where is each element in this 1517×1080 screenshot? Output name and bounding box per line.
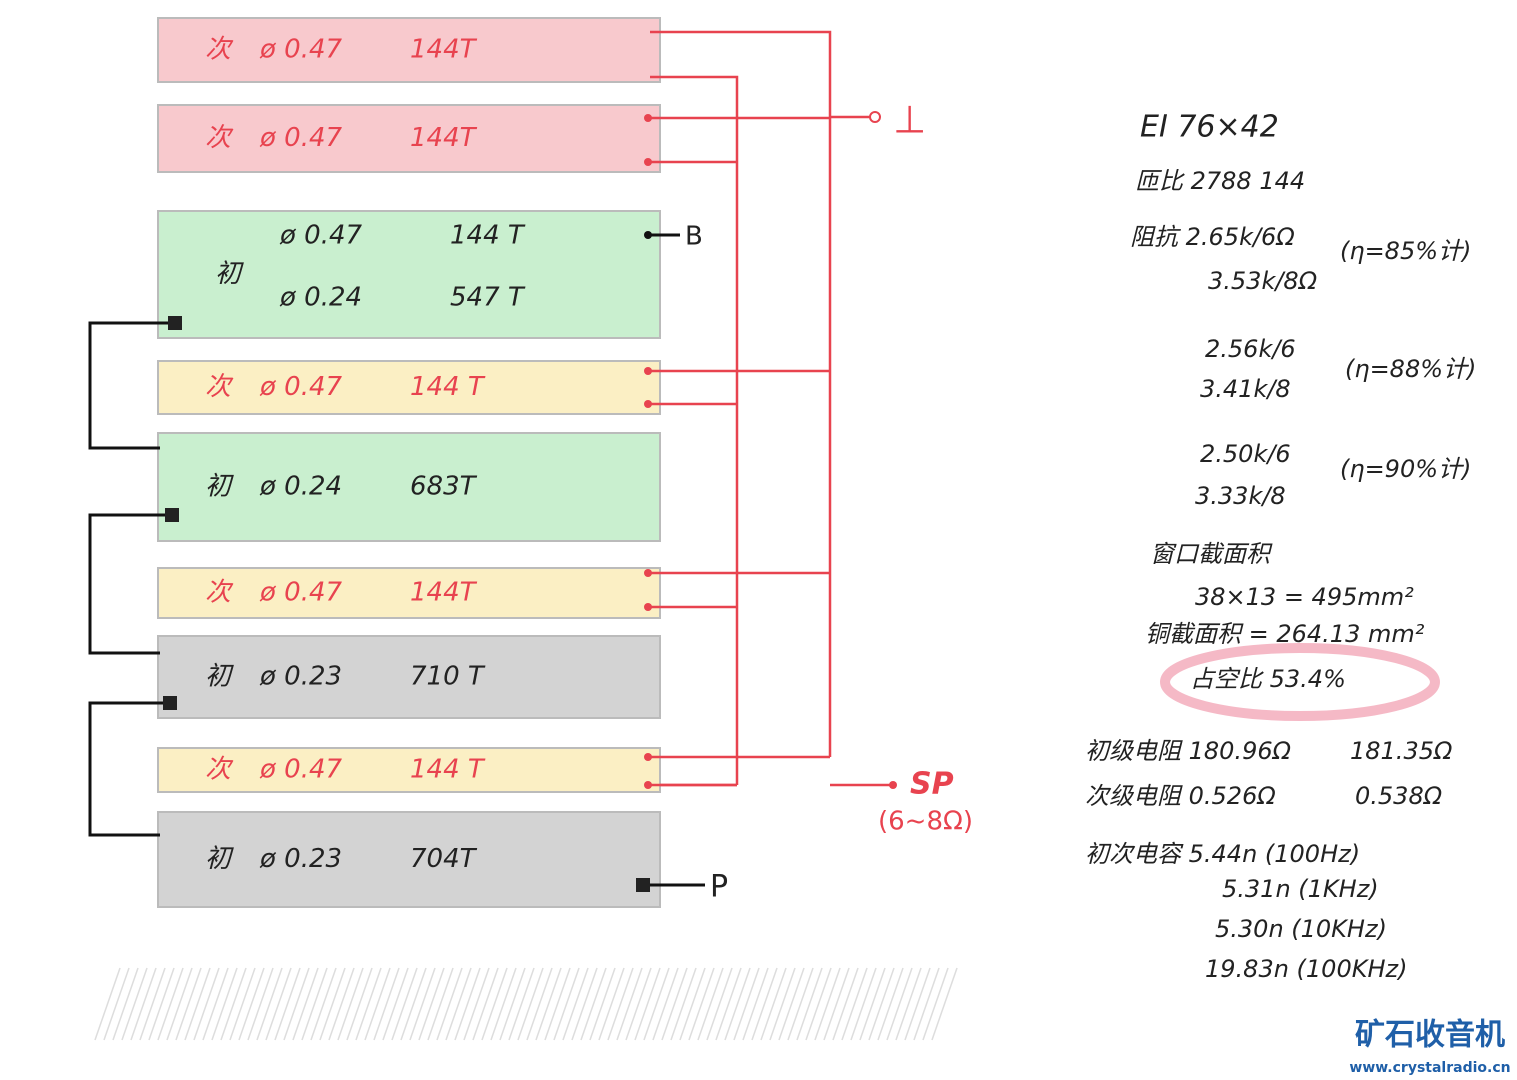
winding-wire: ø 0.23 (259, 844, 342, 874)
ground-hatch (94, 967, 958, 1041)
winding-kind: 次 (205, 578, 234, 608)
winding-kind: 初 (205, 662, 234, 692)
winding-turns: 144 T (450, 221, 526, 251)
wire-black (88, 701, 170, 837)
winding-kind: 次 (205, 123, 234, 153)
note: 3.33k/8 (1195, 482, 1286, 510)
tap (644, 231, 652, 239)
tap (644, 158, 652, 166)
winding-box (157, 635, 661, 719)
wire-red (650, 75, 739, 785)
winding-turns: 704T (410, 844, 478, 874)
winding-box (157, 432, 661, 542)
winding-box (157, 360, 661, 415)
winding-box (157, 17, 661, 83)
note: 窗口截面积 (1150, 540, 1273, 568)
winding-kind: 次 (205, 755, 234, 785)
winding-wire: ø 0.47 (259, 123, 343, 153)
terminal-pad (168, 316, 182, 330)
wire-black (88, 513, 172, 655)
terminal (889, 781, 897, 789)
note: (η=85%计) (1340, 237, 1471, 265)
note: EI 76×42 (1140, 110, 1279, 145)
winding-box (157, 747, 661, 793)
tap (644, 753, 652, 761)
terminal-pad (165, 508, 179, 522)
note: 5.31n (1KHz) (1222, 875, 1379, 903)
tap (644, 114, 652, 122)
note: 次级电阻 0.526Ω (1085, 782, 1276, 810)
note: 初次电容 5.44n (100Hz) (1085, 840, 1360, 868)
note: 铜截面积 = 264.13 mm² (1145, 620, 1425, 648)
winding-wire: ø 0.47 (259, 372, 343, 402)
note: (η=90%计) (1340, 455, 1471, 483)
note: (η=88%计) (1345, 355, 1476, 383)
terminal (869, 111, 881, 123)
tap (644, 400, 652, 408)
winding-wire: ø 0.47 (259, 35, 343, 65)
ground-label: ⊥ (893, 98, 926, 142)
b-label: B (685, 222, 703, 252)
winding-turns: 144 T (410, 755, 486, 785)
winding-box (157, 567, 661, 619)
winding-turns: 683T (410, 472, 478, 502)
tap (644, 603, 652, 611)
winding-wire: ø 0.23 (259, 662, 342, 692)
sp-label: SP (910, 767, 954, 802)
winding-kind: 初 (205, 472, 234, 502)
winding-kind: 次 (205, 35, 234, 65)
terminal-pad (163, 696, 177, 710)
winding-turns: 547 T (450, 283, 526, 313)
winding-turns: 144T (410, 578, 478, 608)
winding-box (157, 210, 661, 339)
highlight-ellipse (1160, 643, 1440, 721)
note: 3.41k/8 (1200, 375, 1291, 403)
winding-kind: 初 (215, 259, 244, 289)
tap (644, 367, 652, 375)
winding-wire: ø 0.24 (259, 472, 342, 502)
note: 占空比 53.4% (1190, 665, 1346, 693)
winding-turns: 144T (410, 123, 478, 153)
winding-wire: ø 0.47 (259, 755, 343, 785)
watermark: 矿石收音机 (1355, 1018, 1505, 1053)
note: 匝比 2788 144 (1135, 167, 1305, 195)
terminal-pad (636, 878, 650, 892)
note: 阻抗 2.65k/6Ω (1130, 223, 1295, 251)
note: 0.538Ω (1355, 782, 1443, 810)
winding-kind: 初 (205, 844, 234, 874)
note: 初级电阻 180.96Ω (1085, 737, 1292, 765)
note: 2.56k/6 (1205, 335, 1296, 363)
note: 3.53k/8Ω (1208, 267, 1318, 295)
winding-wire: ø 0.47 (279, 221, 363, 251)
note: 181.35Ω (1350, 737, 1453, 765)
sp-note: (6~8Ω) (878, 807, 973, 837)
winding-wire: ø 0.47 (259, 578, 343, 608)
winding-wire: ø 0.24 (279, 283, 362, 313)
winding-box (157, 811, 661, 908)
winding-box (157, 104, 661, 173)
tap (644, 569, 652, 577)
winding-turns: 144 T (410, 372, 486, 402)
p-label: P (710, 870, 728, 905)
note: 5.30n (10KHz) (1215, 915, 1387, 943)
winding-kind: 次 (205, 372, 234, 402)
tap (644, 781, 652, 789)
note: 19.83n (100KHz) (1205, 955, 1407, 983)
wire-black (88, 321, 175, 450)
winding-turns: 144T (410, 35, 478, 65)
note: 38×13 = 495mm² (1195, 583, 1414, 611)
watermark-url: www.crystalradio.cn (1349, 1060, 1510, 1076)
note: 2.50k/6 (1200, 440, 1291, 468)
winding-turns: 710 T (410, 662, 486, 692)
wire-red (650, 30, 832, 757)
